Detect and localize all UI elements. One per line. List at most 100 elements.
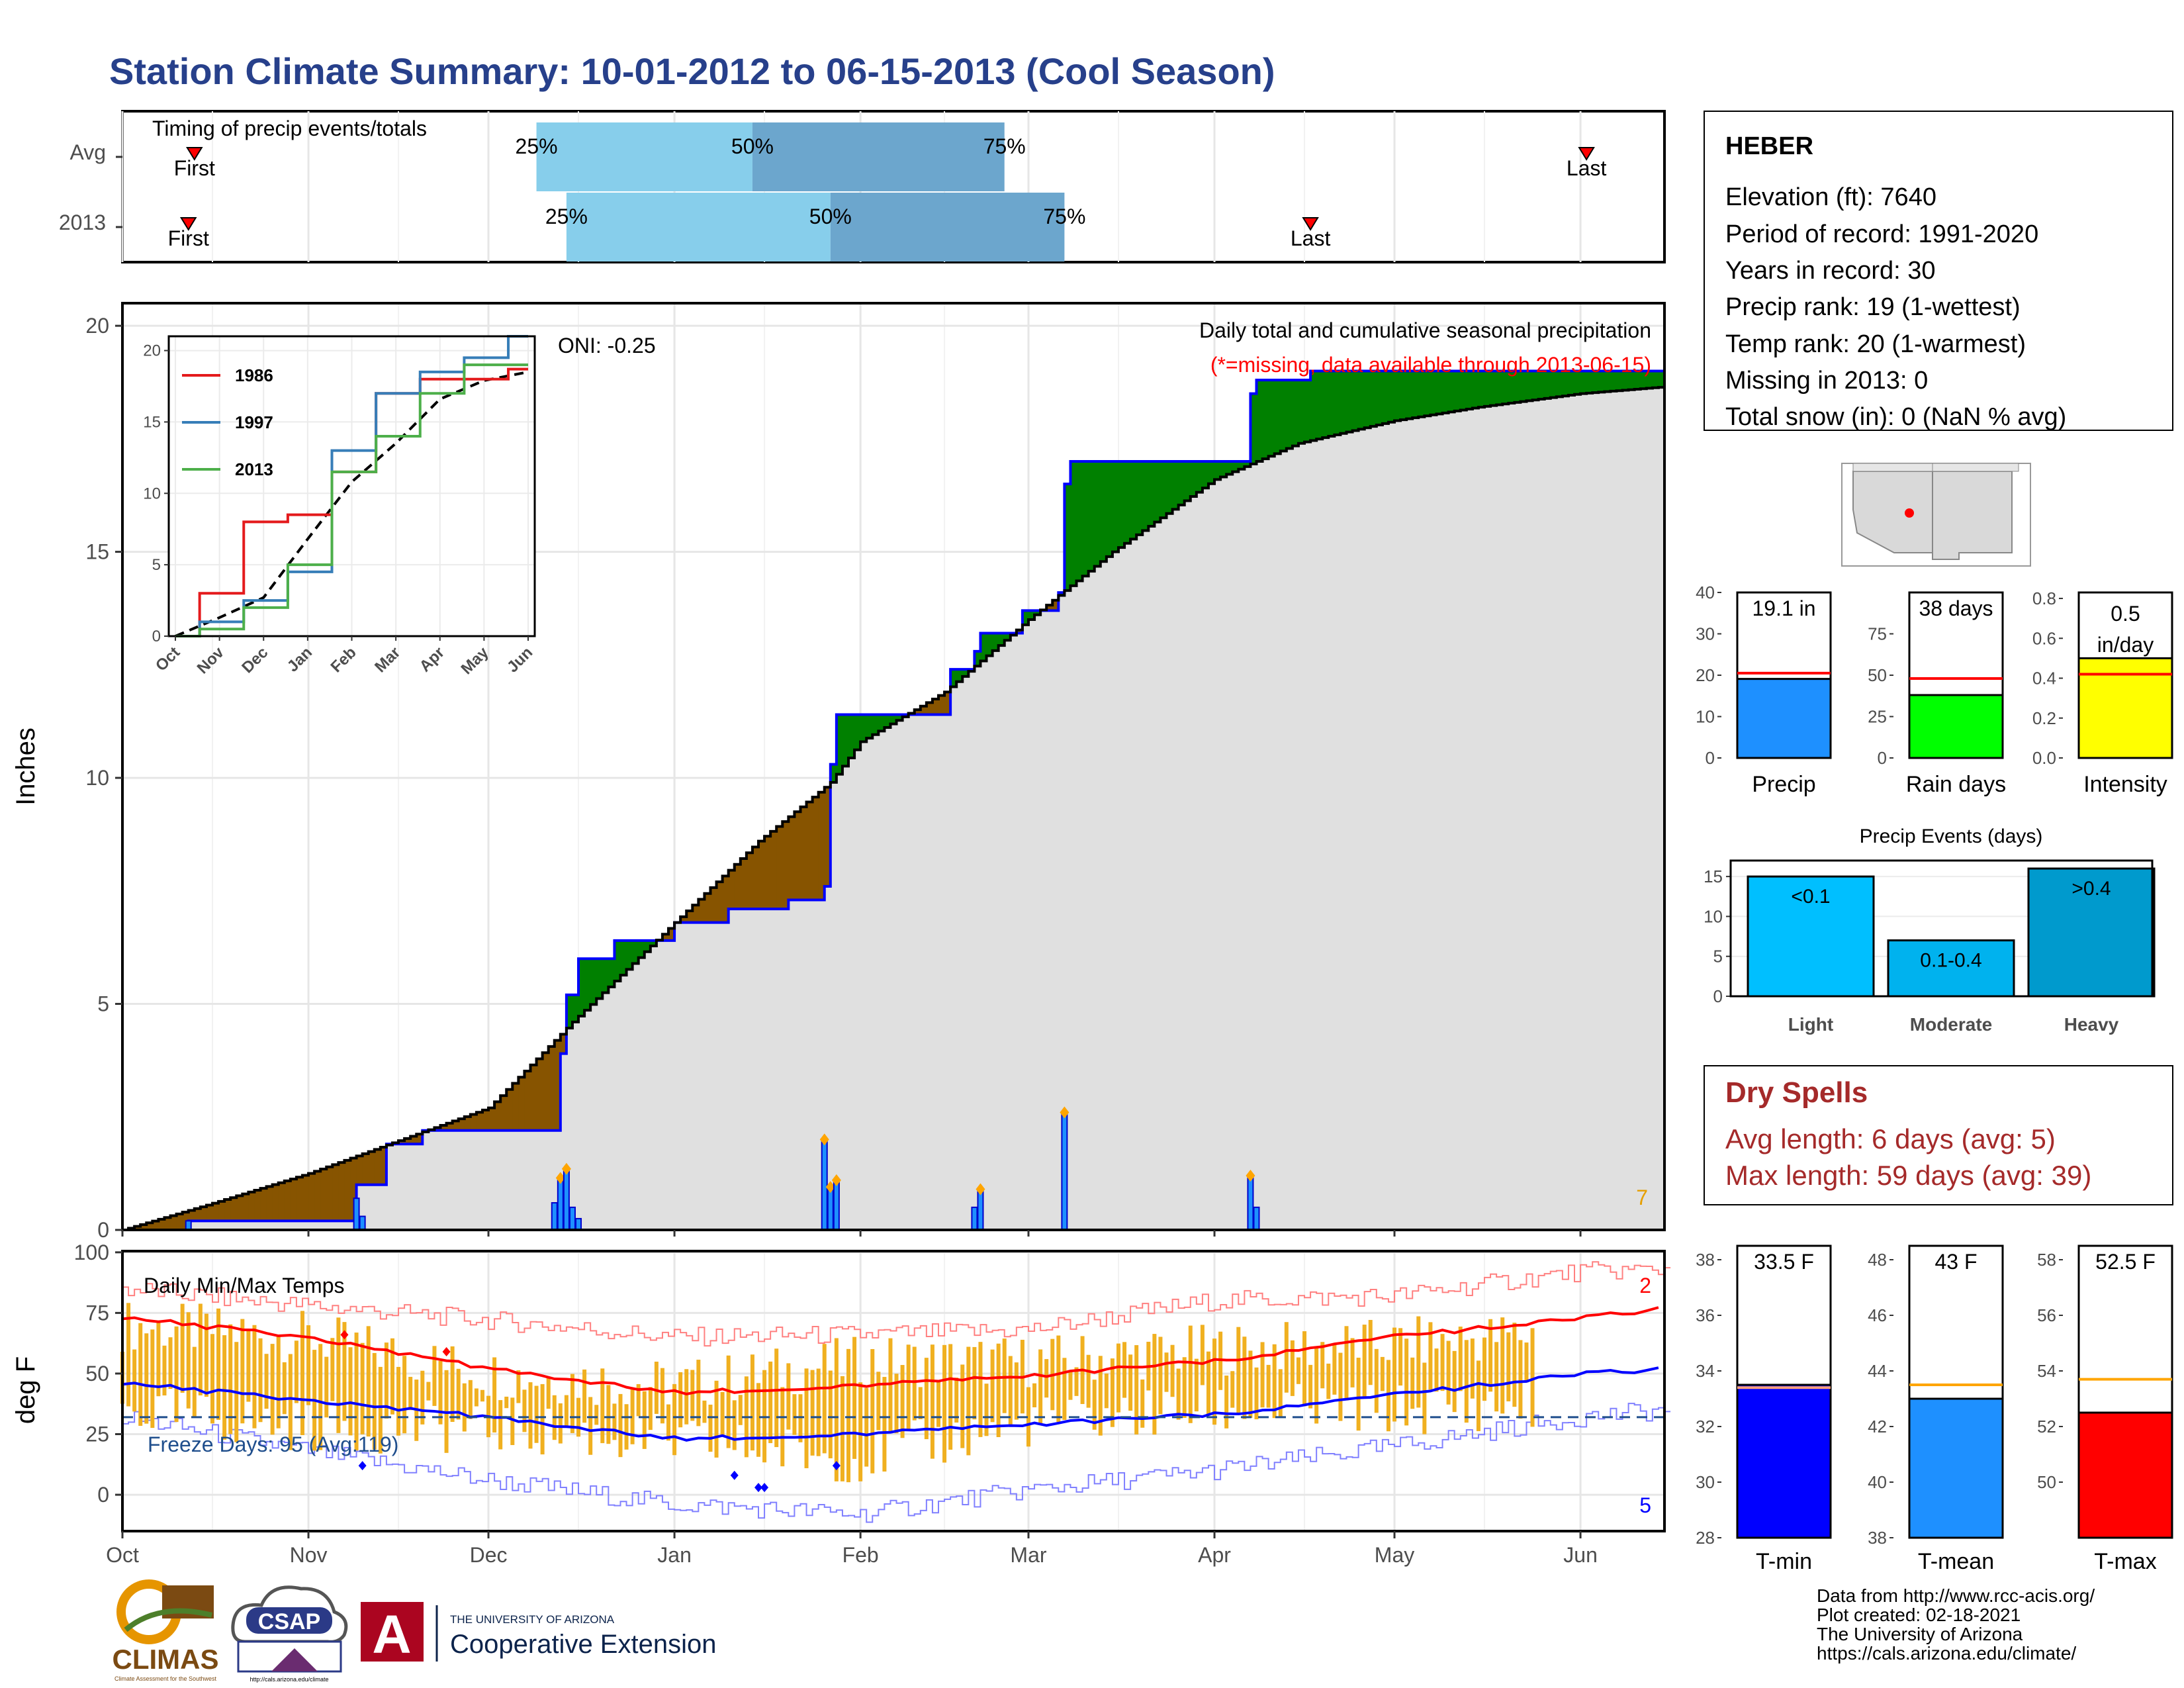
temp-bar-t-max bbox=[2077, 1411, 2173, 1539]
timing-bar-lower-avg bbox=[536, 122, 752, 191]
precip-surplus-day-221 bbox=[1448, 371, 1455, 412]
precip-surplus-day-245 bbox=[1592, 371, 1599, 393]
events-value-light: <0.1 bbox=[1791, 886, 1830, 908]
credit-url: https://cals.arizona.edu/climate/ bbox=[1817, 1643, 2076, 1664]
dry-spells-frame bbox=[1704, 1065, 2173, 1205]
temp-daily-range-227 bbox=[1482, 1337, 1487, 1401]
daily-precip-marker-13 bbox=[1060, 1106, 1069, 1119]
temp-daily-range-110 bbox=[780, 1387, 785, 1467]
precip-deficit-day-53 bbox=[440, 1125, 447, 1131]
dry-spells-avg: Avg length: 6 days (avg: 5) bbox=[1725, 1123, 2056, 1154]
precip-deficit-day-23 bbox=[260, 1188, 267, 1221]
temp-daily-range-71 bbox=[546, 1377, 551, 1409]
temp-daily-range-64 bbox=[504, 1396, 509, 1409]
daily-precip-bar-11 bbox=[971, 1206, 978, 1231]
temp-daily-range-174 bbox=[1164, 1352, 1169, 1392]
temp-daily-range-229 bbox=[1494, 1342, 1499, 1412]
precip-surplus-day-190 bbox=[1262, 380, 1269, 459]
temp-daily-range-201 bbox=[1326, 1363, 1331, 1399]
precip-surplus-day-76 bbox=[578, 959, 585, 1017]
precip-surplus-day-251 bbox=[1628, 371, 1635, 390]
precip-deficit-day-58 bbox=[470, 1114, 477, 1131]
precip-deficit-day-115 bbox=[812, 797, 819, 900]
precip-surplus-day-177 bbox=[1184, 461, 1191, 501]
temp-daily-range-158 bbox=[1068, 1372, 1073, 1400]
credit-source: Data from http://www.rcc-acis.org/ bbox=[1817, 1585, 2095, 1606]
precip-surplus-day-124 bbox=[866, 714, 873, 739]
mini-bar-rain-days bbox=[1908, 694, 2004, 759]
precip-deficit-day-66 bbox=[518, 1077, 525, 1131]
month-axis: Oct Nov Dec Jan Feb Mar Apr May Jun bbox=[106, 1230, 1598, 1567]
events-bar-light bbox=[1747, 875, 1875, 998]
precip-deficit-day-33 bbox=[320, 1169, 327, 1221]
temp-daily-range-4 bbox=[144, 1333, 149, 1424]
precip-deficit-day-95 bbox=[692, 905, 699, 923]
temp-daily-range-101 bbox=[726, 1355, 731, 1448]
mini-tick-label-rain-days-2: 50 bbox=[1868, 665, 1887, 685]
precip-surplus-day-232 bbox=[1514, 371, 1522, 402]
inset-average-line bbox=[175, 370, 529, 637]
precip-deficit-day-28 bbox=[290, 1179, 297, 1221]
precip-panel-frame bbox=[121, 302, 1666, 1231]
temp-daily-range-161 bbox=[1086, 1354, 1091, 1408]
temp-daily-range-194 bbox=[1284, 1322, 1289, 1393]
precip-deficit-day-134 bbox=[926, 702, 933, 715]
precip-surplus-day-179 bbox=[1196, 461, 1203, 492]
precip-surplus-day-211 bbox=[1388, 371, 1395, 422]
precip-panel-subtitle: (*=missing, data available through 2013-… bbox=[1210, 353, 1651, 377]
temp-daily-range-208 bbox=[1368, 1319, 1373, 1385]
temp-daily-range-22 bbox=[252, 1325, 257, 1429]
temp-daily-range-131 bbox=[906, 1344, 911, 1431]
temp-record-marker-1 bbox=[442, 1346, 451, 1356]
temp-daily-range-231 bbox=[1506, 1332, 1511, 1401]
temp-daily-range-166 bbox=[1116, 1343, 1120, 1413]
mini-tick-label-precip-2: 20 bbox=[1696, 665, 1715, 685]
temp-daily-range-140 bbox=[960, 1364, 965, 1448]
precip-surplus-day-129 bbox=[896, 714, 903, 721]
temp-daily-range-50 bbox=[420, 1370, 425, 1425]
events-bar-moderate bbox=[1887, 939, 2015, 998]
inset-legend: 1986 1997 2013 bbox=[182, 365, 273, 479]
temp-daily-range-48 bbox=[408, 1376, 413, 1411]
temp-daily-range-233 bbox=[1518, 1340, 1523, 1419]
precip-deficit-day-70 bbox=[542, 1053, 549, 1131]
precip-y-tick-label-0: 0 bbox=[97, 1218, 109, 1242]
precip-surplus-day-74 bbox=[566, 994, 573, 1029]
precip-surplus-day-242 bbox=[1574, 371, 1581, 395]
precip-deficit-day-155 bbox=[1052, 600, 1059, 611]
temp-daily-range-25 bbox=[270, 1344, 275, 1435]
daily-precip-marker-5 bbox=[561, 1162, 571, 1175]
precip-surplus-day-82 bbox=[614, 940, 621, 981]
precip-surplus-day-75 bbox=[572, 994, 579, 1022]
precip-surplus-day-223 bbox=[1460, 371, 1467, 410]
temp-y-axis: 0 25 50 75 100 bbox=[74, 1241, 122, 1507]
temp-daily-range-46 bbox=[396, 1366, 401, 1436]
precip-surplus-day-161 bbox=[1088, 461, 1095, 571]
temp-daily-range-190 bbox=[1260, 1342, 1265, 1408]
temp-daily-range-221 bbox=[1446, 1340, 1451, 1405]
precip-surplus-day-196 bbox=[1298, 380, 1305, 444]
precip-deficit-day-7 bbox=[164, 1217, 171, 1230]
daily-precip-bar-9 bbox=[827, 1186, 834, 1231]
temp-daily-range-234 bbox=[1524, 1342, 1529, 1383]
precip-deficit-day-35 bbox=[332, 1164, 339, 1221]
temp-daily-range-35 bbox=[330, 1338, 335, 1401]
temp-daily-range-137 bbox=[942, 1344, 947, 1463]
precip-surplus-day-214 bbox=[1406, 371, 1413, 419]
precip-surplus-day-226 bbox=[1478, 371, 1485, 408]
temp-count-high: 2 bbox=[1639, 1274, 1651, 1297]
temp-daily-range-115 bbox=[810, 1370, 815, 1456]
temp-daily-range-82 bbox=[612, 1403, 617, 1440]
inset-legend-label-1986: 1986 bbox=[235, 365, 273, 385]
temp-daily-range-1 bbox=[126, 1303, 131, 1407]
temp-y-tick-label-50: 50 bbox=[85, 1362, 109, 1385]
precip-surplus-day-256 bbox=[1658, 371, 1665, 388]
temp-bar-tick-label-t-min-3: 34 bbox=[1696, 1361, 1715, 1381]
precip-average-line bbox=[122, 386, 1666, 1231]
month-label-Jan: Jan bbox=[657, 1543, 692, 1567]
events-tick-label-5: 5 bbox=[1713, 947, 1723, 966]
temp-daily-range-120 bbox=[840, 1376, 844, 1481]
temp-daily-range-24 bbox=[264, 1354, 269, 1409]
